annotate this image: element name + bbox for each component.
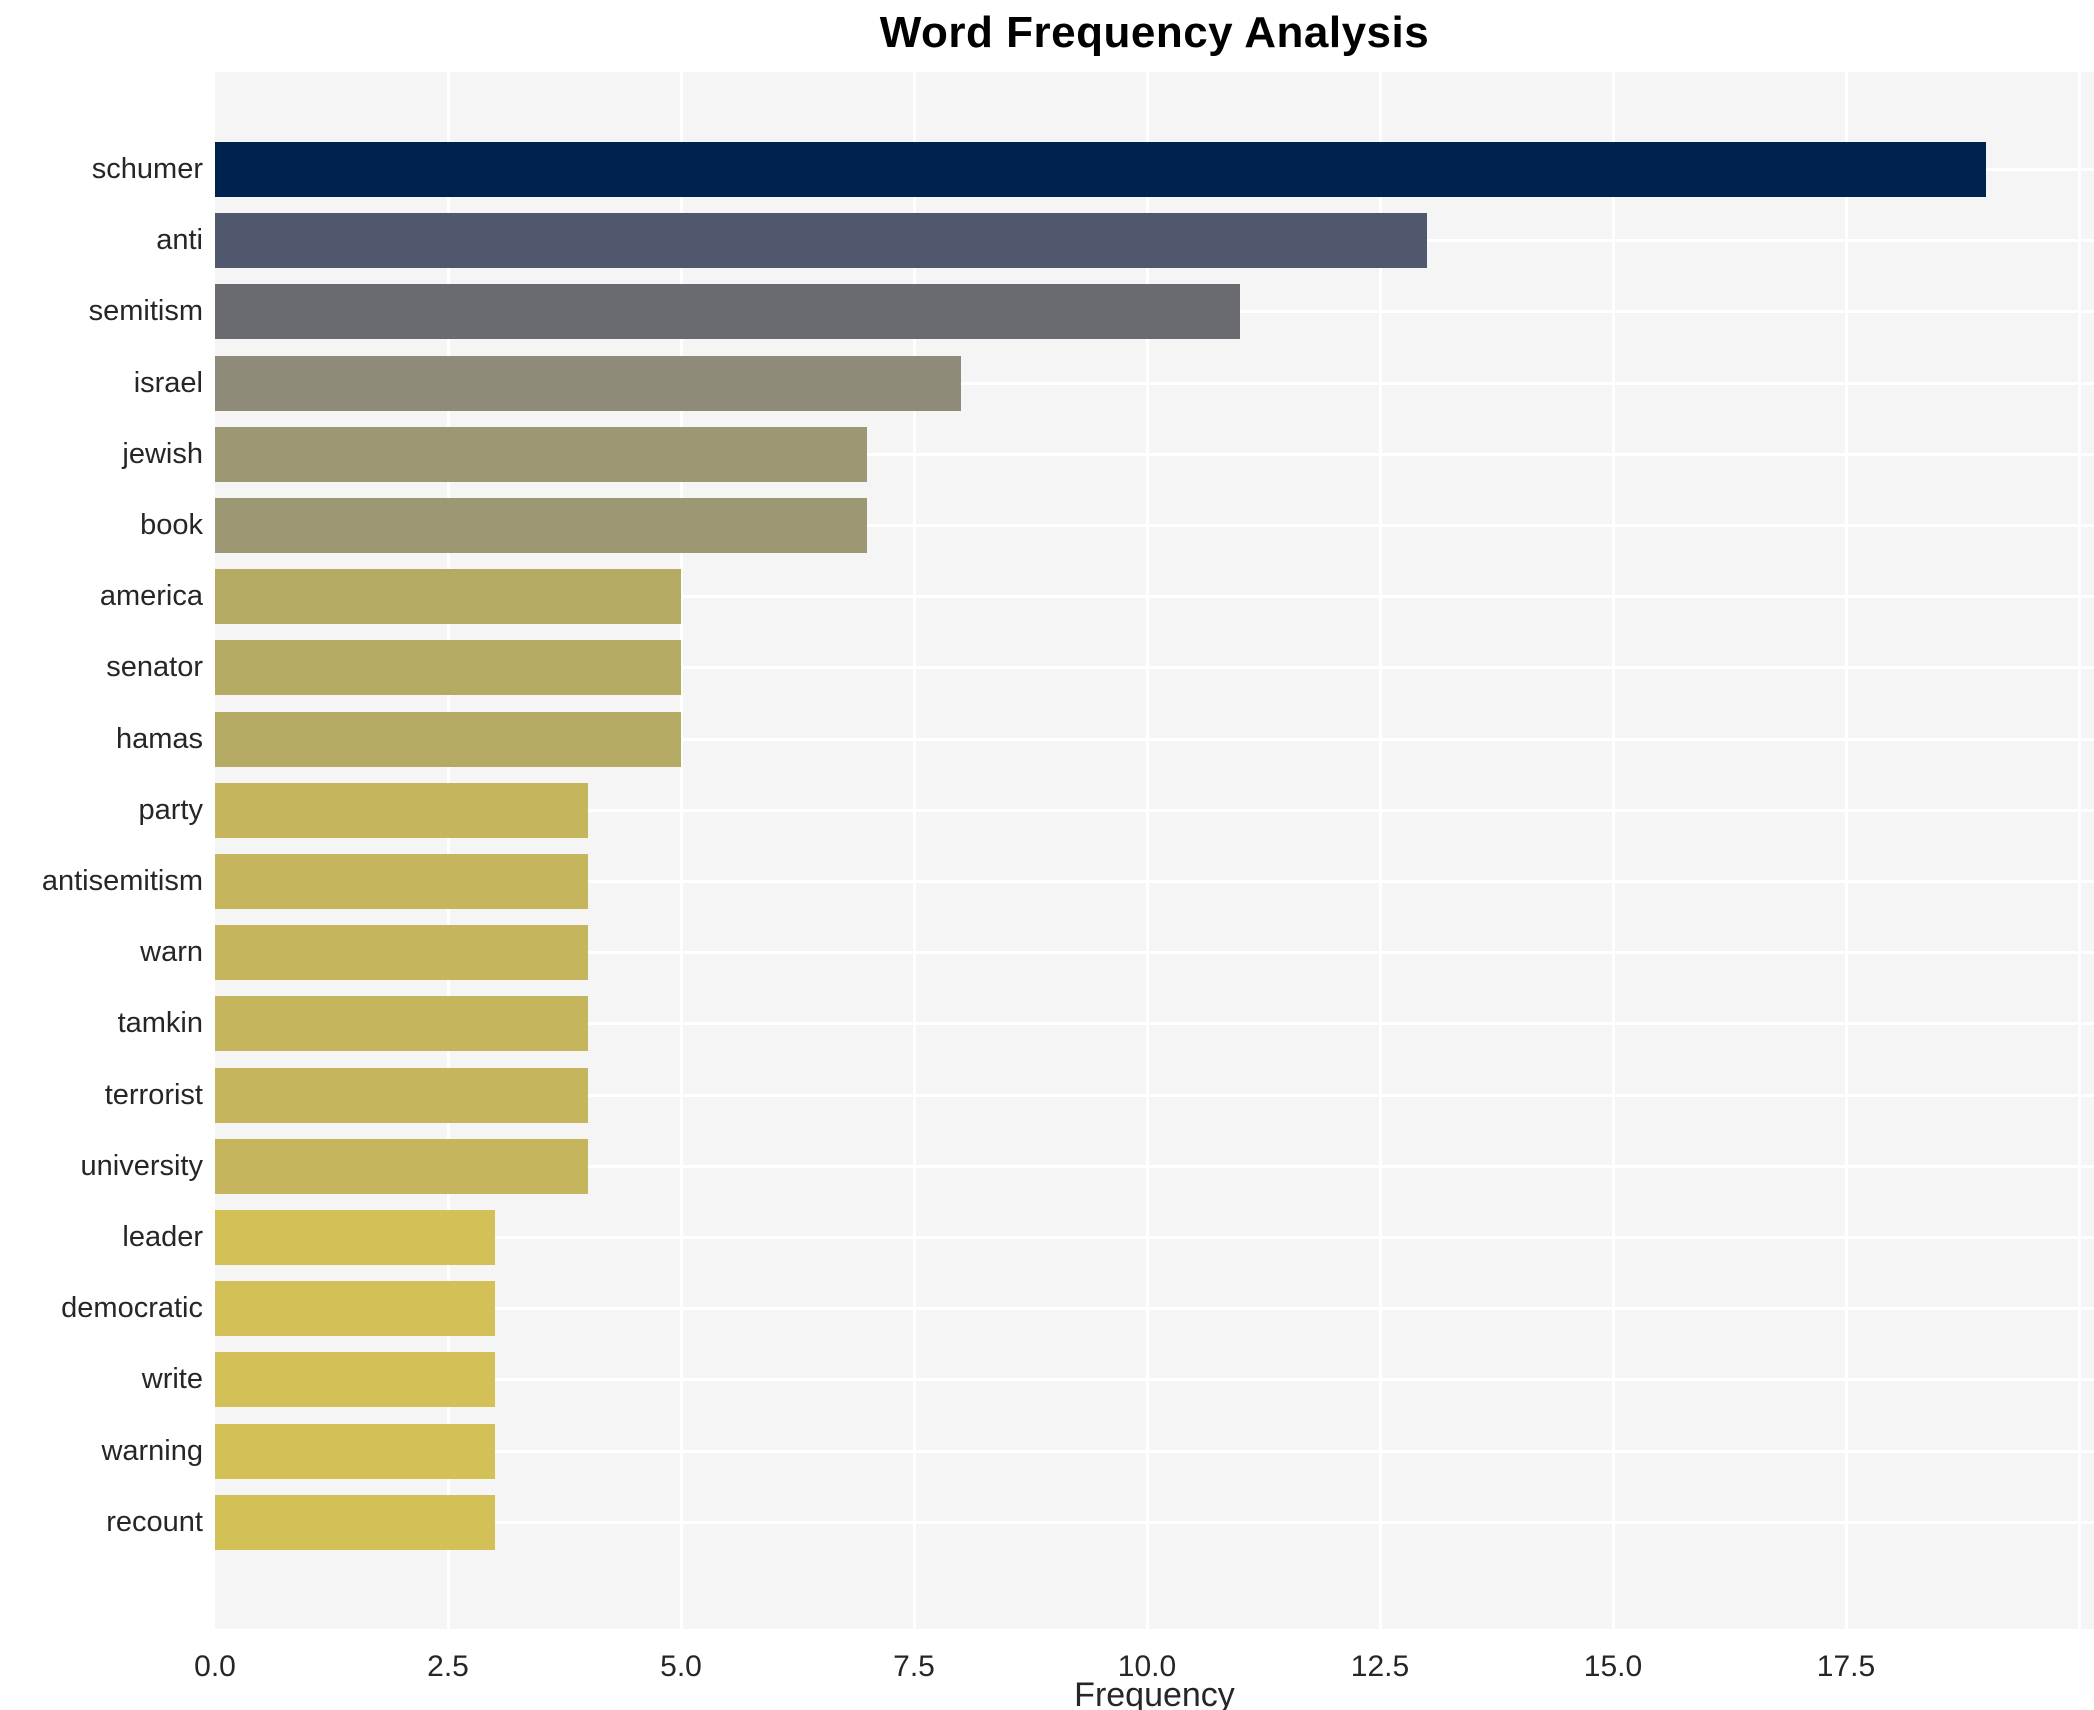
horizontal-gridline [215, 666, 2094, 670]
y-tick-label-senator: senator [106, 651, 203, 684]
bar-terrorist [215, 1067, 588, 1123]
horizontal-gridline [215, 880, 2094, 883]
horizontal-gridline [215, 452, 2094, 456]
bar-semitism [215, 284, 1241, 340]
horizontal-gridline [215, 1236, 2094, 1239]
x-tick-label-10.0: 10.0 [1117, 1650, 1177, 1683]
horizontal-gridline [215, 1093, 2094, 1097]
horizontal-gridline [215, 808, 2094, 812]
vertical-gridline [912, 72, 916, 1629]
x-tick-label-0.0: 0.0 [194, 1650, 236, 1683]
horizontal-gridline [215, 1164, 2094, 1168]
vertical-gridline [446, 72, 450, 1629]
x-tick-label-7.5: 7.5 [893, 1650, 935, 1683]
vertical-gridline [1378, 72, 1382, 1629]
x-tick-label-2.5: 2.5 [427, 1650, 469, 1683]
bar-university [215, 1138, 588, 1194]
y-tick-label-write: write [141, 1363, 203, 1396]
y-tick-label-anti: anti [156, 224, 203, 257]
horizontal-gridline [215, 524, 2094, 527]
bar-leader [215, 1210, 495, 1265]
bar-anti [215, 213, 1427, 269]
y-tick-label-hamas: hamas [115, 722, 203, 755]
horizontal-gridline [215, 1022, 2094, 1026]
vertical-gridline [679, 72, 683, 1629]
horizontal-gridline [215, 737, 2094, 741]
bar-senator [215, 640, 681, 696]
y-tick-label-party: party [138, 793, 203, 826]
y-tick-label-america: america [99, 580, 203, 613]
chart-title: Word Frequency Analysis [879, 8, 1430, 57]
bar-schumer [215, 142, 1986, 197]
horizontal-gridline [215, 1520, 2094, 1524]
vertical-gridline [1611, 72, 1615, 1629]
bar-book [215, 498, 868, 553]
y-tick-label-warning: warning [101, 1434, 203, 1467]
horizontal-gridline [215, 381, 2094, 385]
y-tick-label-antisemitism: antisemitism [41, 865, 203, 897]
bar-jewish [215, 426, 868, 482]
vertical-gridline [2077, 72, 2081, 1629]
y-tick-label-schumer: schumer [91, 153, 203, 185]
vertical-gridline [1844, 72, 1848, 1629]
y-tick-label-warn: warn [140, 936, 203, 969]
bar-party [215, 782, 588, 838]
y-tick-label-recount: recount [106, 1505, 203, 1538]
bar-israel [215, 355, 961, 411]
bar-write [215, 1352, 495, 1408]
bar-antisemitism [215, 854, 588, 909]
bar-hamas [215, 711, 681, 767]
horizontal-gridline [215, 1378, 2094, 1382]
y-tick-label-tamkin: tamkin [117, 1007, 203, 1040]
x-tick-label-15.0: 15.0 [1583, 1650, 1643, 1683]
y-tick-label-book: book [140, 509, 203, 541]
y-tick-label-israel: israel [133, 366, 203, 399]
bar-warn [215, 925, 588, 981]
horizontal-gridline [215, 1449, 2094, 1453]
bar-warning [215, 1423, 495, 1479]
y-tick-label-jewish: jewish [122, 437, 203, 470]
y-tick-label-terrorist: terrorist [104, 1078, 203, 1111]
plot-area [215, 72, 2094, 1629]
bar-recount [215, 1494, 495, 1550]
x-axis-title: Frequency [1074, 1676, 1235, 1710]
horizontal-gridline [215, 595, 2094, 599]
x-tick-label-12.5: 12.5 [1350, 1650, 1410, 1683]
bar-america [215, 569, 681, 625]
bar-tamkin [215, 996, 588, 1052]
horizontal-gridline [215, 1307, 2094, 1311]
y-tick-label-university: university [80, 1149, 204, 1182]
vertical-gridline [1145, 72, 1149, 1629]
y-tick-label-democratic: democratic [61, 1292, 203, 1325]
x-tick-label-17.5: 17.5 [1816, 1650, 1876, 1683]
horizontal-gridline [215, 951, 2094, 955]
x-tick-label-5.0: 5.0 [660, 1650, 702, 1683]
bar-democratic [215, 1281, 495, 1337]
y-tick-label-leader: leader [122, 1221, 203, 1253]
y-tick-label-semitism: semitism [88, 295, 203, 328]
